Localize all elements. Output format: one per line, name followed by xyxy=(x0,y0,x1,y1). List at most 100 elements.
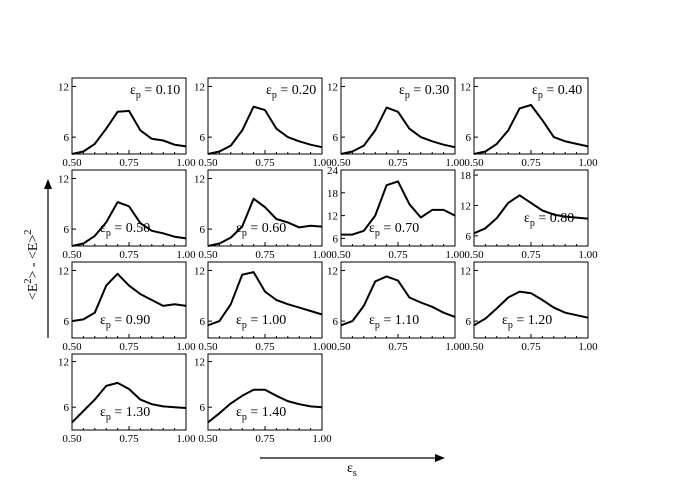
x-tick-label: 0.75 xyxy=(119,157,139,169)
y-tick-label: 6 xyxy=(200,132,206,144)
y-tick-label: 6 xyxy=(333,132,339,144)
y-tick-label: 12 xyxy=(194,357,205,369)
x-tick-label: 0.75 xyxy=(255,157,275,169)
panel-label: εp = 0.80 xyxy=(524,211,574,229)
panel-label: εp = 1.10 xyxy=(369,313,419,331)
data-series-line xyxy=(71,109,187,155)
data-series-line xyxy=(473,104,589,155)
x-tick-label: 1.00 xyxy=(312,249,332,261)
panel-label: εp = 0.40 xyxy=(532,83,582,101)
panel-4: 0.50 0.75 1.00 6 12 εp = 0.40 xyxy=(460,77,598,169)
panel-11: 0.50 0.75 1.00 6 12 εp = 1.10 xyxy=(327,261,465,353)
y-tick-label: 12 xyxy=(194,173,205,185)
x-tick-label: 0.50 xyxy=(62,157,82,169)
data-series-line xyxy=(207,105,323,155)
x-axis-arrowhead xyxy=(435,454,445,462)
y-tick-label: 12 xyxy=(460,265,471,277)
x-tick-label: 0.50 xyxy=(331,249,351,261)
panel-label: εp = 0.90 xyxy=(100,313,150,331)
data-series-line xyxy=(207,388,323,424)
x-tick-label: 0.50 xyxy=(198,157,218,169)
x-tick-label: 1.00 xyxy=(578,249,598,261)
y-tick-label: 6 xyxy=(64,316,70,328)
data-series-line xyxy=(71,272,187,323)
x-tick-label: 0.75 xyxy=(388,341,408,353)
panel-label: εp = 1.30 xyxy=(100,405,150,423)
x-tick-label: 0.75 xyxy=(388,249,408,261)
x-tick-label: 0.75 xyxy=(255,249,275,261)
panel-label: εp = 1.00 xyxy=(236,313,286,331)
data-series-line xyxy=(341,180,456,236)
panel-label: εp = 0.60 xyxy=(236,221,286,239)
x-tick-label: 0.75 xyxy=(521,157,541,169)
y-tick-label: 6 xyxy=(200,316,206,328)
x-tick-label: 1.00 xyxy=(176,249,196,261)
x-tick-label: 0.75 xyxy=(521,341,541,353)
x-tick-label: 1.00 xyxy=(312,433,332,445)
x-tick-label: 0.75 xyxy=(119,249,139,261)
panel-label: εp = 0.70 xyxy=(369,221,419,239)
panel-label: εp = 1.20 xyxy=(502,313,552,331)
panel-5: 0.50 0.75 1.00 6 12 εp = 0.50 xyxy=(58,169,196,261)
x-tick-label: 1.00 xyxy=(445,157,465,169)
y-tick-label: 18 xyxy=(460,170,472,182)
y-tick-label: 6 xyxy=(64,132,70,144)
panel-label: εp = 1.40 xyxy=(236,405,286,423)
y-tick-label: 6 xyxy=(466,231,472,243)
panel-2: 0.50 0.75 1.00 6 12 εp = 0.20 xyxy=(194,77,332,169)
y-axis-label-group: <E2> - <E>2 xyxy=(23,179,52,338)
x-axis-label: εs xyxy=(347,461,357,479)
data-series-line xyxy=(71,381,187,424)
y-tick-label: 6 xyxy=(333,316,339,328)
y-tick-label: 12 xyxy=(327,211,338,223)
y-tick-label: 6 xyxy=(200,402,206,414)
panel-label: εp = 0.20 xyxy=(266,83,316,101)
panel-8: 0.50 0.75 1.00 6 12 18 εp = 0.80 xyxy=(460,169,598,261)
x-tick-label: 1.00 xyxy=(176,433,196,445)
data-series-line xyxy=(207,197,323,247)
y-tick-label: 12 xyxy=(58,173,69,185)
x-tick-label: 0.50 xyxy=(464,249,484,261)
data-series-line xyxy=(473,290,589,327)
y-tick-label: 12 xyxy=(58,357,69,369)
y-tick-label: 24 xyxy=(327,165,339,177)
y-tick-label: 6 xyxy=(64,402,70,414)
data-series-line xyxy=(340,106,456,155)
panel-1: 0.50 0.75 1.00 6 12 εp = 0.10 xyxy=(58,77,196,169)
x-tick-label: 0.50 xyxy=(331,157,351,169)
x-tick-label: 1.00 xyxy=(445,249,465,261)
y-tick-label: 6 xyxy=(466,132,472,144)
y-tick-label: 12 xyxy=(58,81,69,93)
y-tick-label: 18 xyxy=(327,188,339,200)
y-axis-arrowhead xyxy=(44,179,52,189)
x-tick-label: 0.75 xyxy=(119,433,139,445)
y-tick-label: 6 xyxy=(200,224,206,236)
panel-3: 0.50 0.75 1.00 6 12 εp = 0.30 xyxy=(327,77,465,169)
x-axis-label-group: εs xyxy=(260,454,445,479)
x-tick-label: 1.00 xyxy=(445,341,465,353)
y-tick-label: 12 xyxy=(327,81,338,93)
x-tick-label: 0.50 xyxy=(331,341,351,353)
x-tick-label: 0.50 xyxy=(464,341,484,353)
data-series-line xyxy=(71,201,187,247)
y-tick-label: 12 xyxy=(194,81,205,93)
x-tick-label: 0.75 xyxy=(255,341,275,353)
panel-9: 0.50 0.75 1.00 6 12 εp = 0.90 xyxy=(58,261,196,353)
panel-frame xyxy=(473,169,589,247)
x-tick-label: 0.50 xyxy=(198,433,218,445)
y-tick-label: 6 xyxy=(333,233,339,245)
data-series-line xyxy=(207,271,323,327)
y-tick-label: 6 xyxy=(64,224,70,236)
x-tick-label: 1.00 xyxy=(176,157,196,169)
x-tick-label: 1.00 xyxy=(312,157,332,169)
x-tick-label: 0.50 xyxy=(62,341,82,353)
x-tick-label: 0.50 xyxy=(62,249,82,261)
panel-label: εp = 0.30 xyxy=(399,83,449,101)
data-series-line xyxy=(473,194,589,235)
x-tick-label: 0.50 xyxy=(198,341,218,353)
panel-14: 0.50 0.75 1.00 6 12 εp = 1.40 xyxy=(194,353,332,445)
x-tick-label: 0.75 xyxy=(521,249,541,261)
x-tick-label: 0.75 xyxy=(255,433,275,445)
panel-label: εp = 0.50 xyxy=(100,221,150,239)
